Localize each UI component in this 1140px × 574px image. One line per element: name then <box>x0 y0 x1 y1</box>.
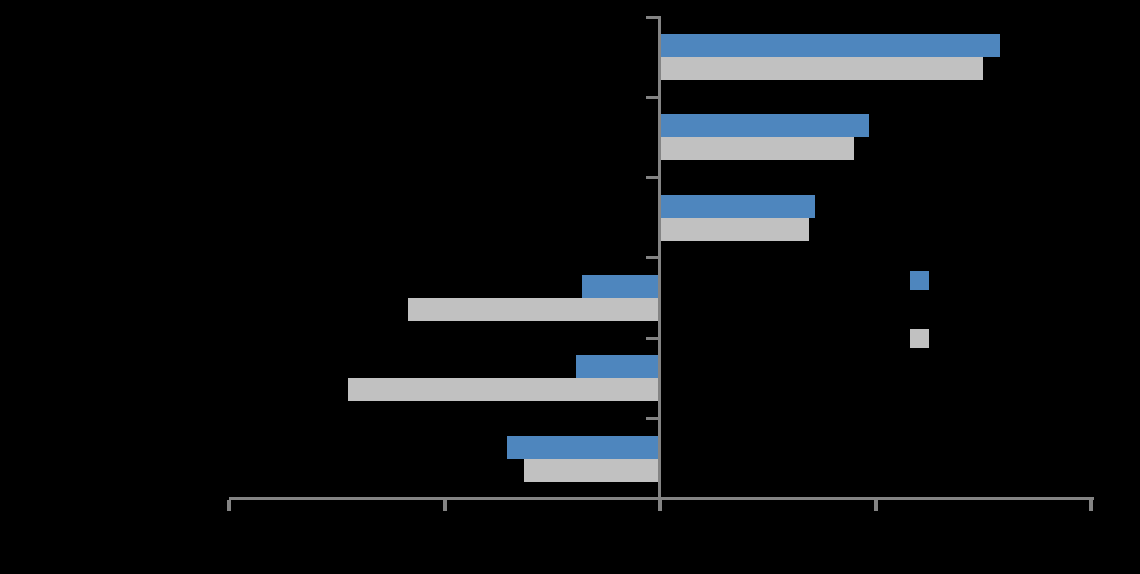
bar-blue-1 <box>660 34 1001 57</box>
bar-blue-2 <box>660 114 870 138</box>
bar-gray-4 <box>407 297 660 321</box>
bar-gray-1 <box>660 57 984 80</box>
y-axis-tick <box>646 336 658 340</box>
x-axis-tick <box>658 500 662 511</box>
bar-gray-6 <box>524 458 660 482</box>
bar-blue-3 <box>660 194 816 218</box>
y-axis-tick <box>646 256 658 260</box>
x-axis-tick <box>873 500 878 511</box>
y-axis-tick <box>646 15 658 19</box>
y-axis-tick <box>646 176 658 180</box>
x-axis-tick <box>227 500 231 511</box>
x-axis-line <box>229 497 1094 500</box>
y-axis-line <box>658 16 661 500</box>
legend-swatch-blue <box>910 271 929 290</box>
bar-blue-4 <box>582 274 660 298</box>
legend-swatch-gray <box>910 329 929 348</box>
bar-blue-6 <box>506 435 660 459</box>
bar-gray-2 <box>660 137 854 161</box>
x-axis-tick <box>1089 500 1093 511</box>
x-axis-tick <box>442 500 447 511</box>
bar-gray-5 <box>347 378 660 402</box>
bar-gray-3 <box>660 217 809 241</box>
bar-blue-5 <box>575 355 660 379</box>
y-axis-tick <box>646 417 658 420</box>
y-axis-tick <box>646 95 658 99</box>
